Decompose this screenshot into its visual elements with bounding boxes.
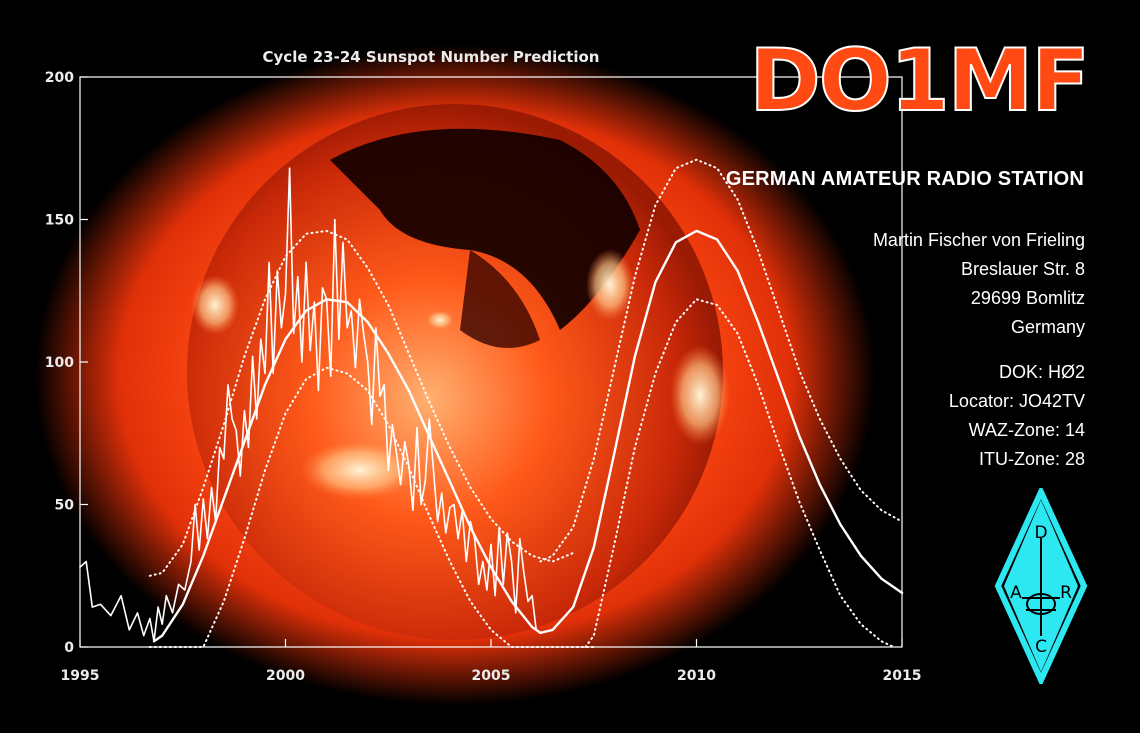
sun-background [35,45,875,705]
chart-series [79,158,904,648]
street-address: Breslauer Str. 8 [960,259,1085,279]
x-tick-label: 1995 [61,668,100,684]
series-line-dotted-6 [584,298,895,648]
series-line-smooth-1 [152,298,542,643]
y-tick-label: 50 [55,498,75,514]
x-tick-label: 2000 [266,668,305,684]
x-tick-label: 2010 [677,668,716,684]
callsign: DO1MF [748,31,1091,131]
station-details: DOK: HØ2 Locator: JO42TV WAZ-Zone: 14 IT… [949,358,1085,474]
y-tick-label: 0 [64,640,74,656]
y-tick-label: 100 [45,355,74,371]
series-line-smooth-4 [539,229,904,634]
station-subtitle: GERMAN AMATEUR RADIO STATION [725,168,1084,190]
logo-letter-d: D [1034,523,1047,543]
country: Germany [1010,317,1085,337]
y-tick-label: 200 [45,70,74,86]
axis-ticks: 1995 2000 2005 2010 2015 0 50 100 150 200 [45,70,922,684]
logo-letter-a: A [1010,583,1022,603]
x-tick-label: 2015 [883,668,922,684]
logo-letter-r: R [1060,583,1072,603]
series-line-dotted-2 [148,229,575,577]
itu-zone-value: ITU-Zone: 28 [978,449,1085,469]
dok-value: DOK: HØ2 [998,362,1085,382]
address-block: Martin Fischer von Frieling Breslauer St… [873,226,1085,342]
postal-city: 29699 Bomlitz [970,288,1085,308]
y-tick-label: 150 [45,213,74,229]
logo-letter-c: C [1035,637,1047,657]
series-line-dotted-5 [539,158,903,563]
series-line-jagged-0 [79,167,538,643]
waz-zone-value: WAZ-Zone: 14 [968,420,1085,440]
chart-title: Cycle 23-24 Sunspot Number Prediction [263,48,600,66]
x-tick-label: 2005 [472,668,511,684]
darc-logo: D A R C [994,488,1088,684]
locator-value: Locator: JO42TV [948,391,1085,411]
series-line-dotted-3 [148,366,595,648]
operator-name: Martin Fischer von Frieling [872,230,1085,250]
